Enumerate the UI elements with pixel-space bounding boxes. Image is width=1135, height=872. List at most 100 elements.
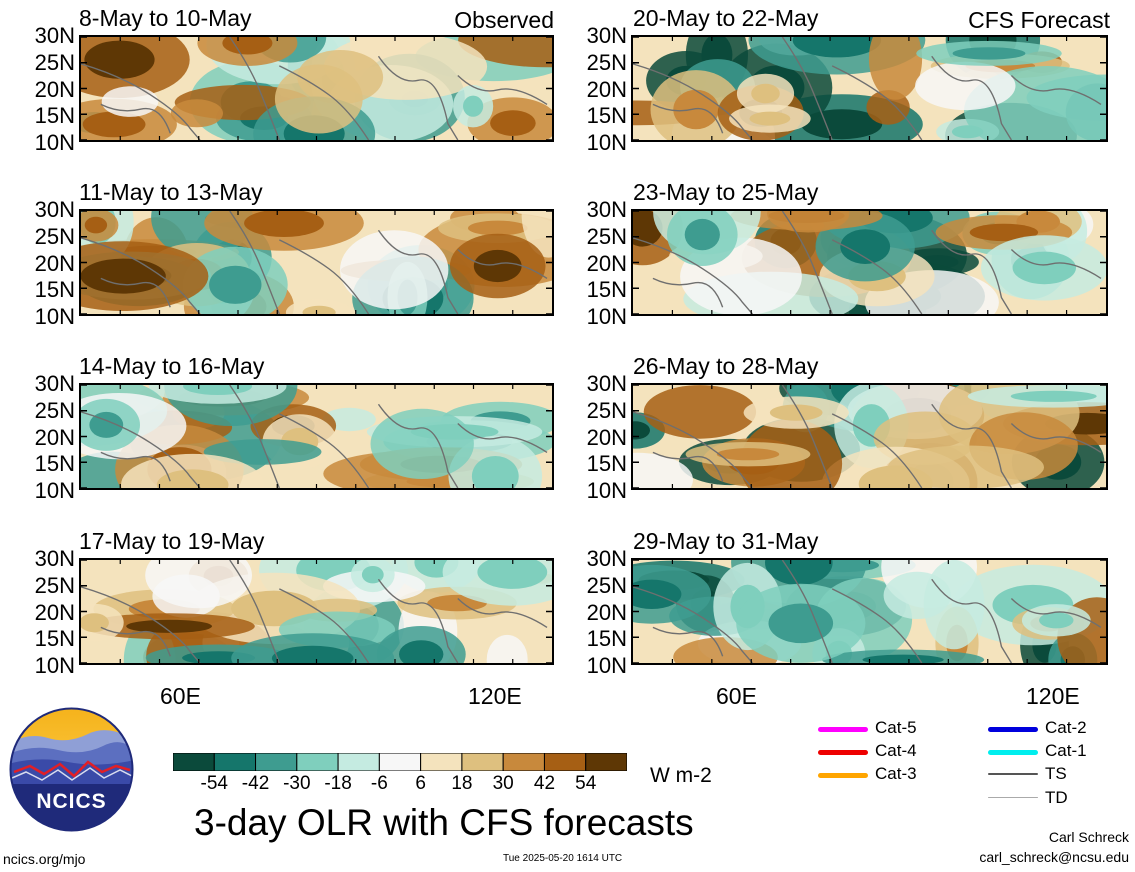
lat-label: 10N bbox=[34, 478, 75, 503]
panel-title: 17-May to 19-May bbox=[79, 528, 265, 554]
lat-label: 30N bbox=[586, 546, 627, 571]
colorbar-tick-label: 30 bbox=[492, 773, 514, 794]
logo-text: NCICS bbox=[36, 790, 107, 813]
lat-label: 20N bbox=[586, 76, 627, 102]
legend-label: Cat-5 bbox=[875, 718, 917, 737]
lat-label: 10N bbox=[586, 130, 627, 155]
lat-label: 15N bbox=[34, 451, 75, 477]
olr-field bbox=[81, 560, 552, 663]
legend-label: Cat-3 bbox=[875, 764, 917, 783]
lat-label: 20N bbox=[586, 599, 627, 625]
legend-label: Cat-1 bbox=[1045, 741, 1087, 760]
lat-label: 30N bbox=[586, 371, 627, 396]
colorbar-swatch bbox=[461, 752, 504, 772]
panel-title: 20-May to 22-May bbox=[633, 5, 819, 31]
olr-map bbox=[631, 35, 1108, 142]
lat-label: 25N bbox=[586, 49, 627, 75]
lat-label: 20N bbox=[34, 599, 75, 625]
colorbar-swatch bbox=[502, 752, 545, 772]
lat-label: 15N bbox=[586, 277, 627, 303]
panel-tag: CFS Forecast bbox=[968, 7, 1110, 33]
main-title: 3-day OLR with CFS forecasts bbox=[194, 802, 694, 843]
author-name: Carl Schreck bbox=[1048, 829, 1129, 845]
lat-label: 15N bbox=[586, 451, 627, 477]
lat-label: 15N bbox=[34, 626, 75, 652]
legend-line bbox=[818, 773, 868, 778]
olr-map bbox=[79, 383, 554, 490]
legend-label: Cat-4 bbox=[875, 741, 917, 760]
lat-label: 30N bbox=[34, 546, 75, 571]
lon-label-right-120e: 120E bbox=[1026, 683, 1080, 709]
lat-label: 25N bbox=[34, 223, 75, 249]
lat-label: 25N bbox=[586, 572, 627, 598]
lat-label: 15N bbox=[34, 103, 75, 129]
lat-label: 15N bbox=[586, 103, 627, 129]
panel-title: 29-May to 31-May bbox=[633, 528, 819, 554]
legend-line bbox=[818, 727, 868, 732]
olr-field bbox=[81, 211, 552, 314]
legend-label: Cat-2 bbox=[1045, 718, 1087, 737]
lon-label-left-60e: 60E bbox=[160, 683, 201, 709]
colorbar-tick-label: 6 bbox=[415, 773, 426, 794]
lat-label: 25N bbox=[586, 223, 627, 249]
lat-label: 30N bbox=[34, 371, 75, 396]
lat-label: 10N bbox=[34, 653, 75, 678]
olr-map bbox=[631, 383, 1108, 490]
colorbar-swatch bbox=[543, 752, 587, 772]
lat-label: 20N bbox=[586, 424, 627, 450]
colorbar-swatch bbox=[172, 752, 215, 772]
lat-label: 10N bbox=[34, 130, 75, 155]
olr-map bbox=[79, 558, 554, 665]
panel-title: 8-May to 10-May bbox=[79, 5, 252, 31]
lat-label: 25N bbox=[34, 572, 75, 598]
olr-field bbox=[633, 37, 1106, 140]
ncics-logo: NCICS bbox=[8, 706, 135, 833]
colorbar-tick-label: -30 bbox=[283, 773, 311, 794]
colorbar-swatch bbox=[213, 752, 257, 772]
colorbar-swatch bbox=[420, 752, 463, 772]
lat-label: 30N bbox=[586, 197, 627, 222]
lat-label: 10N bbox=[34, 304, 75, 329]
lat-label: 30N bbox=[34, 23, 75, 48]
olr-field bbox=[81, 37, 552, 140]
lat-label: 10N bbox=[586, 478, 627, 503]
colorbar-tick-label: 42 bbox=[533, 773, 556, 794]
legend-line bbox=[988, 773, 1038, 775]
colorbar-labels: -54 -42 -30 -18 -6 6 18 30 42 54 bbox=[173, 774, 627, 796]
colorbar-swatch bbox=[378, 752, 422, 772]
olr-field bbox=[633, 211, 1106, 314]
legend-label: TS bbox=[1045, 764, 1067, 783]
olr-field bbox=[633, 385, 1106, 488]
lat-label: 10N bbox=[586, 304, 627, 329]
legend-line bbox=[988, 727, 1038, 732]
olr-field bbox=[81, 385, 552, 488]
lat-label: 25N bbox=[34, 397, 75, 423]
colorbar-swatch bbox=[255, 752, 298, 772]
panel-tag: Observed bbox=[454, 7, 554, 33]
colorbar-tick-label: 54 bbox=[575, 773, 597, 794]
legend-label: TD bbox=[1045, 788, 1068, 807]
colorbar bbox=[172, 752, 628, 772]
olr-map bbox=[79, 35, 554, 142]
lat-label: 20N bbox=[34, 424, 75, 450]
panel-title: 26-May to 28-May bbox=[633, 353, 819, 379]
legend-line bbox=[818, 750, 868, 755]
lat-label: 15N bbox=[586, 626, 627, 652]
footer-url: ncics.org/mjo bbox=[3, 851, 86, 867]
olr-map bbox=[79, 209, 554, 316]
lat-label: 20N bbox=[34, 76, 75, 102]
legend-line bbox=[988, 750, 1038, 755]
colorbar-swatch bbox=[585, 752, 628, 772]
colorbar-tick-label: -6 bbox=[370, 773, 388, 794]
colorbar-tick-label: -42 bbox=[241, 773, 270, 794]
olr-field bbox=[633, 560, 1106, 663]
colorbar-tick-label: 18 bbox=[451, 773, 473, 794]
lon-label-left-120e: 120E bbox=[468, 683, 522, 709]
lat-label: 25N bbox=[34, 49, 75, 75]
lat-label: 10N bbox=[586, 653, 627, 678]
colorbar-swatch bbox=[337, 752, 380, 772]
colorbar-swatch bbox=[296, 752, 339, 772]
author-email: carl_schreck@ncsu.edu bbox=[979, 849, 1129, 865]
timestamp: Tue 2025-05-20 1614 UTC bbox=[503, 853, 623, 864]
lon-label-right-60e: 60E bbox=[716, 683, 757, 709]
